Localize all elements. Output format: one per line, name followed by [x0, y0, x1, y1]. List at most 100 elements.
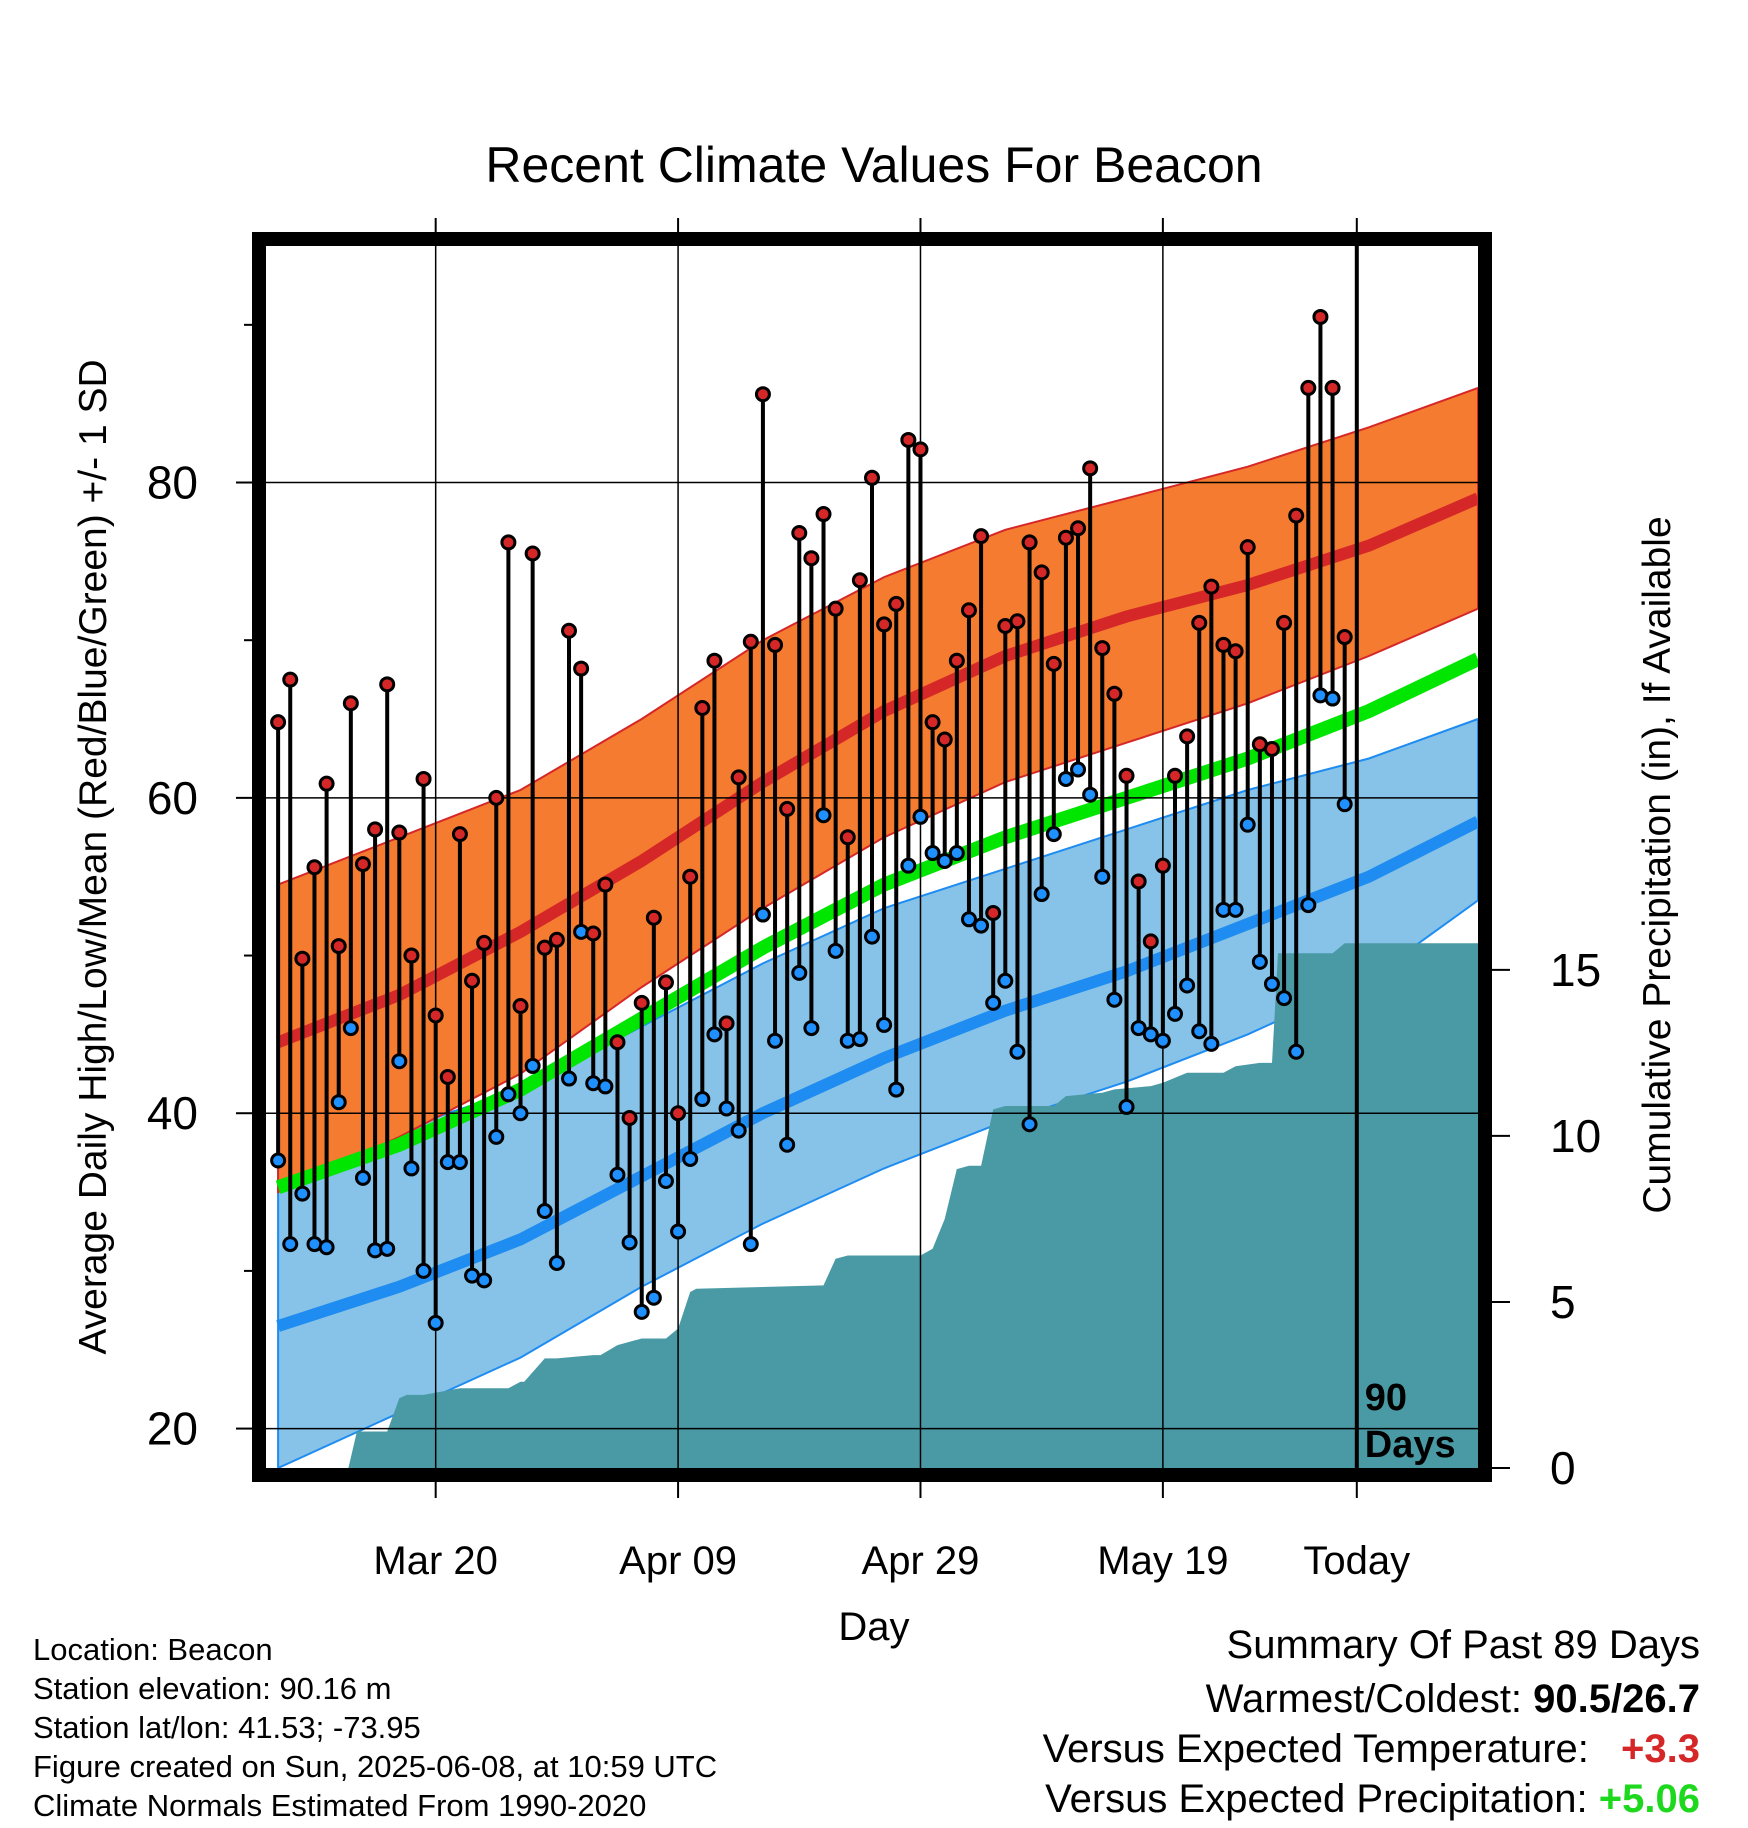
high-point: [1263, 740, 1280, 757]
low-point: [330, 1094, 347, 1111]
y-tick-label: 80: [147, 457, 198, 509]
x-axis-title: Day: [838, 1605, 909, 1649]
high-point: [791, 524, 808, 541]
high-point: [294, 950, 311, 967]
high-point: [1142, 933, 1159, 950]
high-point: [1154, 857, 1171, 874]
low-point: [415, 1262, 432, 1279]
high-point: [1045, 655, 1062, 672]
high-point: [403, 947, 420, 964]
high-point: [657, 974, 674, 991]
y2-axis-title: Cumulative Precipitation (in), If Availa…: [1636, 516, 1679, 1213]
low-point: [948, 845, 965, 862]
high-point: [488, 789, 505, 806]
high-point: [1203, 578, 1220, 595]
low-point: [1033, 886, 1050, 903]
low-point: [1154, 1032, 1171, 1049]
high-point: [827, 600, 844, 617]
low-point: [561, 1070, 577, 1087]
high-point: [682, 868, 699, 885]
x-tick-label: Mar 20: [373, 1539, 498, 1583]
today-label: 90: [1365, 1377, 1407, 1419]
summary-warm-cold: Warmest/Coldest: 90.5/26.7: [1043, 1674, 1700, 1724]
low-point: [1227, 901, 1244, 918]
low-mean-line: [276, 816, 1478, 1332]
high-point: [1179, 728, 1196, 745]
high-point: [900, 431, 917, 448]
high-point: [876, 616, 893, 633]
high-point: [439, 1068, 456, 1085]
y2-tick-label: 10: [1550, 1110, 1601, 1162]
low-point: [960, 911, 977, 928]
low-point: [1106, 991, 1123, 1008]
plot-frame: [252, 232, 1492, 1482]
low-point: [1276, 990, 1293, 1007]
low-point: [936, 852, 953, 869]
summary-precip: Versus Expected Precipitation: +5.06: [1043, 1774, 1700, 1824]
low-point: [451, 1154, 468, 1171]
low-point: [1336, 796, 1353, 813]
low-sd-band: [277, 717, 1478, 1468]
low-point: [1094, 868, 1111, 885]
low-point: [512, 1105, 529, 1122]
low-point: [888, 1081, 905, 1098]
x-tick-label: Apr 29: [862, 1539, 980, 1583]
high-point: [282, 671, 299, 688]
high-point: [1130, 873, 1147, 890]
high-point: [1239, 539, 1256, 556]
low-point: [597, 1078, 614, 1095]
today-label: Days: [1365, 1424, 1456, 1466]
low-point: [803, 1020, 820, 1037]
low-point: [827, 942, 844, 959]
high-point: [730, 769, 747, 786]
high-point: [960, 602, 977, 619]
low-point: [1300, 897, 1317, 914]
low-point: [670, 1223, 687, 1240]
high-point: [936, 731, 953, 748]
high-point: [1288, 507, 1305, 524]
summary-temp: Versus Expected Temperature: +3.3: [1043, 1724, 1700, 1774]
high-point: [803, 550, 820, 567]
high-point: [718, 1015, 735, 1032]
warm-cold-label: Warmest/Coldest:: [1205, 1677, 1523, 1721]
high-point: [1057, 529, 1074, 546]
low-point: [1179, 977, 1196, 994]
high-point: [670, 1105, 687, 1122]
high-point: [621, 1109, 638, 1126]
latlon-text: Station lat/lon: 41.53; -73.95: [33, 1710, 421, 1745]
high-point: [1070, 520, 1087, 537]
low-point: [779, 1136, 796, 1153]
normal-bands: [275, 386, 1478, 1468]
low-point: [1009, 1043, 1026, 1060]
low-point: [706, 1026, 723, 1043]
high-point: [767, 636, 784, 653]
low-point: [742, 1236, 759, 1253]
low-point: [609, 1166, 626, 1183]
low-point: [1203, 1035, 1220, 1052]
low-point: [633, 1303, 650, 1320]
low-point: [1324, 690, 1341, 707]
low-point: [500, 1086, 517, 1103]
low-point: [730, 1122, 747, 1139]
low-point: [270, 1152, 287, 1169]
low-point: [900, 857, 917, 874]
high-point: [1106, 685, 1123, 702]
low-point: [1130, 1020, 1147, 1037]
high-point: [706, 652, 723, 669]
precip-label: Versus Expected Precipitation:: [1045, 1777, 1588, 1821]
low-point: [851, 1031, 868, 1048]
low-point: [391, 1053, 408, 1070]
high-point: [1324, 379, 1341, 396]
low-point: [924, 845, 941, 862]
high-point: [548, 931, 565, 948]
y2-tick-label: 5: [1550, 1276, 1576, 1328]
high-point: [415, 770, 432, 787]
high-point: [839, 829, 856, 846]
high-point: [985, 904, 1002, 921]
x-tick-label: Today: [1303, 1539, 1410, 1583]
high-point: [427, 1007, 444, 1024]
high-point: [912, 441, 929, 458]
axes: 20 40 60 80 0 5 10 15 Mar 20 Apr 09 Apr 29 May 19 To…: [72, 218, 1679, 1649]
low-point: [476, 1272, 493, 1289]
